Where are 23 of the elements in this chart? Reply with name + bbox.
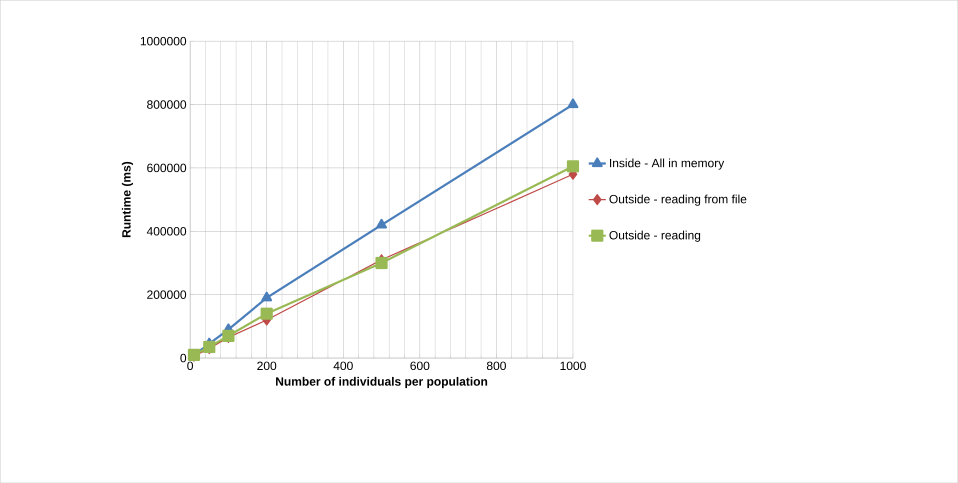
x-tick-label: 0 (187, 361, 193, 370)
x-tick-label: 200 (257, 361, 276, 370)
point (260, 307, 273, 320)
y-tick-label: 200000 (147, 290, 186, 299)
x-tick-label: 1000 (560, 361, 586, 370)
y-tick-label: 400000 (146, 226, 186, 236)
legend-label: Inside - All in memory (610, 158, 724, 170)
y-tick-label: 600000 (147, 164, 186, 172)
y-axis-title: Runtime (ms) (122, 162, 134, 238)
point (261, 292, 272, 302)
legend-label: Outside - reading from file (609, 194, 746, 206)
x-axis-title: Number of individuals per population (276, 376, 488, 388)
y-tick-label: 1000000 (140, 36, 186, 46)
legend-label: Outside - reading (609, 230, 700, 242)
point (566, 160, 580, 172)
x-tick-label: 800 (486, 361, 506, 370)
x-tick-label: 400 (334, 361, 353, 370)
point (568, 98, 578, 108)
point (376, 218, 387, 228)
point (375, 256, 388, 269)
y-tick-label: 0 (180, 354, 186, 362)
x-tick-label: 600 (410, 361, 430, 370)
y-tick-label: 800000 (147, 100, 186, 109)
